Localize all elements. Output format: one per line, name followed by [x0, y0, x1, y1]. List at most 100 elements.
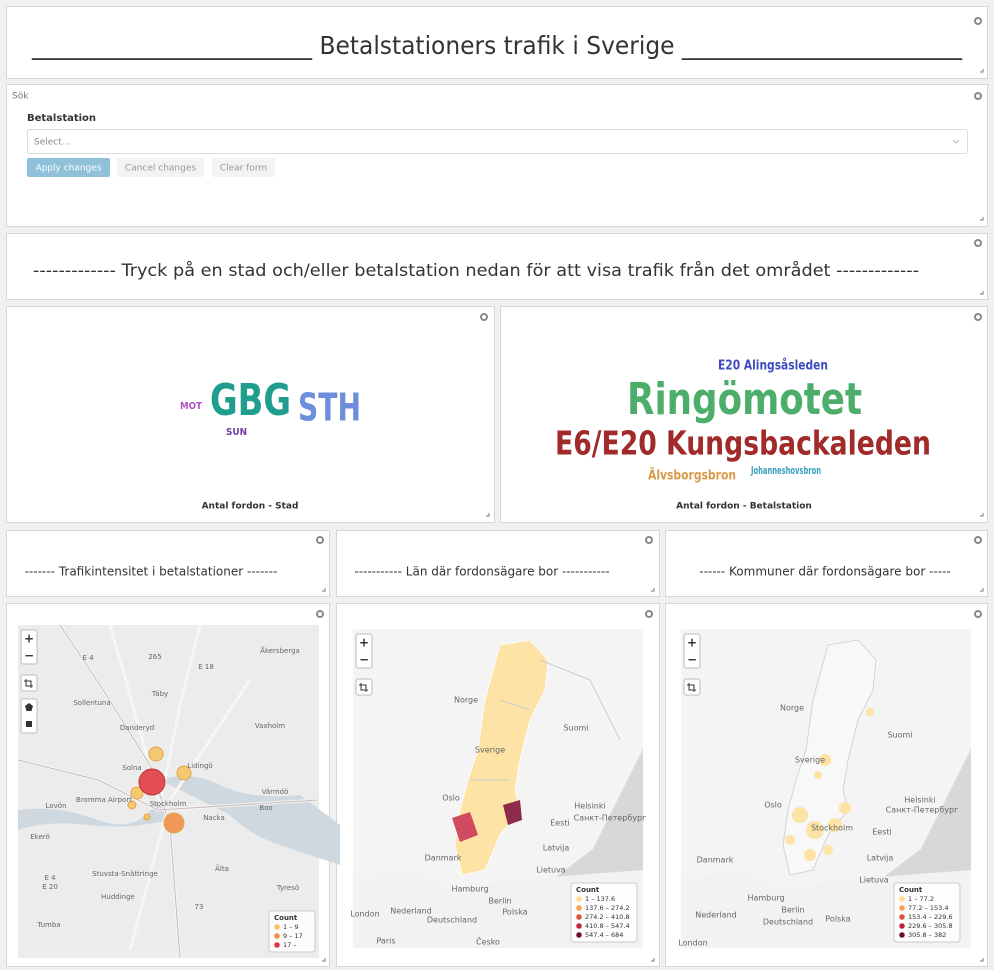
legend-label: 1 – 9 [283, 923, 299, 931]
zoom-in[interactable]: + [359, 636, 369, 650]
field-label: Betalstation [27, 113, 96, 124]
legend-swatch [898, 931, 906, 939]
map-label: Санкт-Петербург [886, 806, 959, 815]
word[interactable]: Ringömotet [627, 374, 862, 425]
zoom-out[interactable]: − [687, 653, 697, 667]
settings-icon[interactable] [974, 610, 982, 618]
legend-title: Count [899, 886, 923, 894]
map-label: London [678, 939, 707, 948]
zoom-out[interactable]: − [359, 653, 369, 667]
map-label: Polska [502, 908, 527, 917]
settings-icon[interactable] [974, 92, 982, 100]
resize-handle[interactable] [980, 513, 984, 517]
select-placeholder: Select... [34, 138, 70, 148]
legend-label: 410.8 – 547.4 [585, 922, 630, 930]
map-label: Lovön [46, 802, 67, 810]
settings-icon[interactable] [974, 17, 982, 25]
map-label: Älta [215, 864, 229, 873]
section-panel [336, 530, 660, 597]
draw-tools[interactable] [20, 698, 38, 734]
zoom-in[interactable]: + [687, 636, 697, 650]
map-label: Latvija [867, 854, 894, 863]
map-label: Stuvsta-Snättringe [92, 870, 158, 878]
legend [893, 882, 961, 943]
resize-handle[interactable] [980, 588, 984, 592]
zoom-in[interactable]: + [24, 632, 34, 646]
resize-handle[interactable] [980, 958, 984, 962]
settings-icon[interactable] [316, 610, 324, 618]
select[interactable] [27, 129, 968, 154]
page-title: ________________________ Betalstationers… [31, 31, 962, 60]
word[interactable]: STH [298, 386, 361, 430]
map-label: Helsinki [904, 796, 935, 805]
cancel-button[interactable] [117, 158, 204, 177]
selection-tool[interactable] [355, 678, 373, 696]
word[interactable]: E20 Alingsåsleden [718, 359, 828, 374]
crop-icon [359, 683, 368, 692]
word[interactable]: GBG [210, 375, 291, 426]
map-label: Sverige [795, 756, 825, 765]
settings-icon[interactable] [645, 536, 653, 544]
map-label: Deutschland [763, 918, 813, 927]
panel-title: Sök [12, 92, 29, 102]
selection-tool[interactable] [683, 678, 701, 696]
zoom-out[interactable]: − [24, 649, 34, 663]
resize-handle[interactable] [322, 958, 326, 962]
legend [570, 882, 638, 943]
map-label: Sverige [475, 746, 505, 755]
legend [268, 910, 316, 953]
map-label: Berlin [488, 897, 511, 906]
resize-handle[interactable] [980, 69, 984, 73]
resize-handle[interactable] [980, 217, 984, 221]
select-arrow [952, 139, 960, 144]
selection-tool[interactable] [20, 674, 38, 692]
resize-handle[interactable] [651, 958, 655, 962]
settings-icon[interactable] [974, 239, 982, 247]
settings-icon[interactable] [316, 536, 324, 544]
legend-label: 9 – 17 [283, 932, 303, 940]
legend-swatch [898, 913, 906, 921]
crop-icon [687, 683, 696, 692]
resize-handle[interactable] [322, 588, 326, 592]
legend-swatch [273, 932, 281, 940]
legend-label: 77.2 – 153.4 [908, 904, 948, 912]
section-title: ------ Kommuner där fordonsägare bor ---… [699, 565, 951, 579]
settings-icon[interactable] [974, 536, 982, 544]
resize-handle[interactable] [980, 291, 984, 295]
settings-icon[interactable] [645, 610, 653, 618]
apply-button[interactable] [27, 158, 110, 177]
legend-title: Count [274, 914, 298, 922]
map-label: Stockholm [811, 824, 853, 833]
map-label: Hamburg [747, 894, 784, 903]
legend-swatch [898, 904, 906, 912]
resize-handle[interactable] [651, 588, 655, 592]
map-label: Polska [825, 915, 850, 924]
map-label: Norge [454, 696, 478, 705]
word[interactable]: E6/E20 Kungsbackaleden [555, 424, 931, 463]
map-label: Danmark [425, 854, 462, 863]
map-label: Boo [259, 804, 272, 812]
word[interactable]: SUN [226, 427, 247, 438]
settings-icon[interactable] [480, 313, 488, 321]
map-label: Berlin [781, 906, 804, 915]
settings-icon[interactable] [974, 313, 982, 321]
cloud-caption: Antal fordon - Stad [202, 502, 299, 512]
legend-swatch [575, 895, 583, 903]
map-label: Nacka [203, 814, 225, 822]
legend-swatch [575, 913, 583, 921]
section-panel [6, 530, 330, 597]
clear-button[interactable] [212, 158, 275, 177]
polygon-icon [25, 703, 33, 711]
word[interactable]: Älvsborgsbron [648, 468, 736, 484]
resize-handle[interactable] [486, 513, 490, 517]
map-label: London [350, 910, 379, 919]
map-label: Suomi [887, 731, 912, 740]
search-panel [6, 84, 988, 227]
word[interactable]: MOT [180, 401, 203, 412]
legend-label: 274.2 – 410.8 [585, 913, 630, 921]
section-panel [665, 530, 988, 597]
word[interactable]: Johanneshovsbron [750, 464, 821, 477]
zoom-box [683, 633, 701, 669]
map-label: E 20 [42, 883, 58, 891]
